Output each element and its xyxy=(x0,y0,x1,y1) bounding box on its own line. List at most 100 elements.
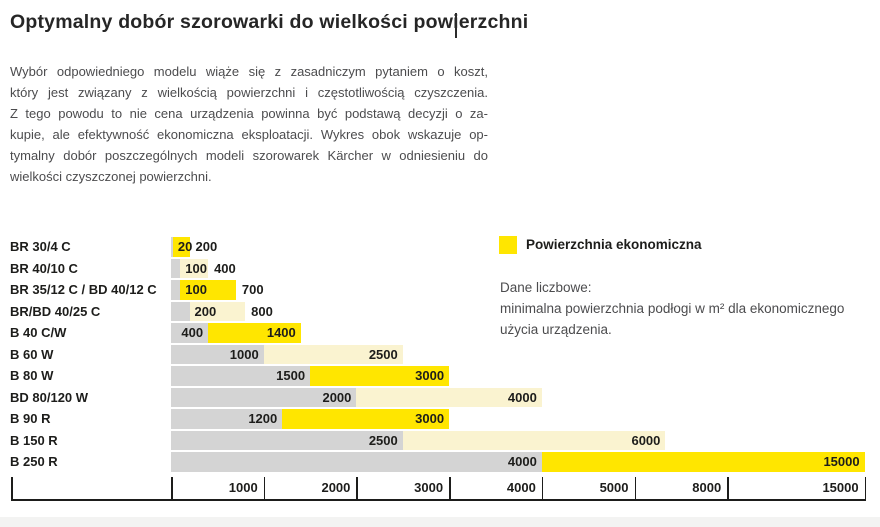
paragraph-line: Z tego powodu to nie cena urządzenia pow… xyxy=(10,106,488,121)
bar-gray-segment xyxy=(171,301,190,321)
axis-tick xyxy=(634,477,636,499)
bar-gray-segment xyxy=(171,430,403,450)
text-cursor xyxy=(455,13,457,38)
bar-economic-segment xyxy=(310,366,450,386)
bar-min-label: 400 xyxy=(181,325,204,340)
bar-max-label: 4000 xyxy=(507,389,537,405)
axis-tick xyxy=(356,477,358,499)
axis-baseline xyxy=(11,499,866,501)
axis-tick-label: 4000 xyxy=(506,480,536,495)
axis-tick-label: 5000 xyxy=(599,480,629,495)
bar-min-label: 4000 xyxy=(507,454,537,469)
notes-heading: Dane liczbowe: xyxy=(500,280,592,295)
axis-tick-label: 2000 xyxy=(321,480,351,495)
bar-max-label: 200 xyxy=(195,239,218,254)
bar-max-label: 15000 xyxy=(823,454,860,469)
paragraph-line: tymalny dobór poszczególnych modeli szor… xyxy=(10,148,488,163)
bar-economic-segment xyxy=(282,409,450,429)
bar-gray-segment xyxy=(171,323,209,343)
chart-legend: Powierzchnia ekonomiczna xyxy=(499,236,702,254)
page-bottom-strip xyxy=(0,517,880,527)
chart-row: B 150 R 2500 6000 xyxy=(0,430,880,452)
model-label: BR 30/4 C xyxy=(10,239,71,254)
bar-economic-segment xyxy=(180,280,236,300)
model-label: B 90 R xyxy=(10,411,51,426)
chart-row: BD 80/120 W 2000 4000 xyxy=(0,387,880,409)
chart-notes: Dane liczbowe: minimalna powierzchnia po… xyxy=(500,277,844,340)
bar-gray-segment xyxy=(171,409,283,429)
axis-tick xyxy=(11,477,13,499)
axis-tick-label: 1000 xyxy=(228,480,258,495)
axis-tick xyxy=(727,477,729,499)
chart-row: BR 40/10 C 100 400 xyxy=(0,258,880,280)
paragraph-line: który jest związany z wielkością powierz… xyxy=(10,85,488,100)
axis-tick xyxy=(263,477,266,499)
bar-min-label: 2000 xyxy=(322,389,352,405)
bar-economic-segment xyxy=(172,237,190,257)
bar-economic-segment xyxy=(189,301,246,321)
bar-min-label: 2500 xyxy=(368,432,398,448)
model-label: BR/BD 40/25 C xyxy=(10,303,101,319)
chart-row: B 40 C/W 400 1400 xyxy=(0,322,880,344)
bar-economic-segment xyxy=(180,258,209,278)
axis-tick xyxy=(541,477,544,499)
model-label: B 150 R xyxy=(10,432,58,448)
model-label: B 60 W xyxy=(10,346,54,362)
model-label: BR 40/10 C xyxy=(10,260,78,276)
chart-row: B 80 W 1500 3000 xyxy=(0,365,880,387)
bar-max-label: 6000 xyxy=(631,432,661,448)
notes-line: minimalna powierzchnia podłogi w m² dla … xyxy=(500,301,845,316)
axis-tick xyxy=(171,477,173,499)
chart-row: B 250 R 4000 15000 xyxy=(0,451,880,473)
bar-gray-segment xyxy=(171,280,181,300)
legend-label: Powierzchnia ekonomiczna xyxy=(526,237,702,252)
model-label: B 250 R xyxy=(10,454,58,469)
model-label: B 80 W xyxy=(10,368,54,383)
bar-max-label: 1400 xyxy=(266,325,296,340)
bar-max-label: 400 xyxy=(214,260,236,276)
axis-tick xyxy=(449,477,451,499)
paragraph-line: kupie, ale efektywność ekonomiczna ekspl… xyxy=(10,127,488,142)
bar-chart: BR 30/4 C 20 200 BR 40/10 C 100 400 BR 35/12 C… xyxy=(0,236,880,474)
bar-economic-segment xyxy=(356,387,542,407)
bar-economic-segment xyxy=(208,323,301,343)
bar-economic-segment xyxy=(541,452,865,472)
bar-max-label: 3000 xyxy=(415,411,445,426)
bar-gray-segment xyxy=(171,344,264,364)
axis-tick xyxy=(864,477,867,499)
bar-min-label: 100 xyxy=(185,260,207,276)
paragraph-line: wielkości czyszczonej powierzchni. xyxy=(10,169,212,184)
bar-economic-segment xyxy=(263,344,403,364)
intro-paragraph: Wybór odpowiedniego modelu wiąże się z z… xyxy=(10,61,488,187)
bar-min-label: 1500 xyxy=(276,368,306,383)
bar-max-label: 800 xyxy=(251,303,273,319)
axis-tick-label: 3000 xyxy=(414,480,444,495)
economic-area-swatch xyxy=(499,236,517,254)
page-title: Optymalny dobór szorowarki do wielkości … xyxy=(10,11,529,33)
bar-min-label: 100 xyxy=(185,282,207,297)
bar-gray-segment xyxy=(171,387,357,407)
paragraph-line: Wybór odpowiedniego modelu wiąże się z z… xyxy=(10,64,488,79)
chart-row: B 90 R 1200 3000 xyxy=(0,408,880,430)
x-axis: 1000 2000 3000 4000 5000 8000 15000 xyxy=(0,477,880,503)
bar-min-label: 1000 xyxy=(229,346,259,362)
chart-row: BR/BD 40/25 C 200 800 xyxy=(0,301,880,323)
bar-max-label: 2500 xyxy=(368,346,398,362)
bar-gray-segment xyxy=(171,258,181,278)
model-label: BR 35/12 C / BD 40/12 C xyxy=(10,282,157,297)
chart-row: B 60 W 1000 2500 xyxy=(0,344,880,366)
bar-max-label: 700 xyxy=(241,282,264,297)
bar-min-label: 1200 xyxy=(248,411,278,426)
model-label: BD 80/120 W xyxy=(10,389,89,405)
notes-line: użycia urządzenia. xyxy=(500,322,612,337)
bar-economic-segment xyxy=(402,430,666,450)
bar-gray-segment xyxy=(171,366,311,386)
chart-row: BR 30/4 C 20 200 xyxy=(0,236,880,258)
bar-gray-segment xyxy=(171,452,542,472)
chart-row: BR 35/12 C / BD 40/12 C 100 700 xyxy=(0,279,880,301)
bar-max-label: 3000 xyxy=(415,368,445,383)
axis-tick-label: 8000 xyxy=(692,480,722,495)
axis-tick-label: 15000 xyxy=(822,480,859,495)
bar-min-label: 20 xyxy=(177,239,193,254)
